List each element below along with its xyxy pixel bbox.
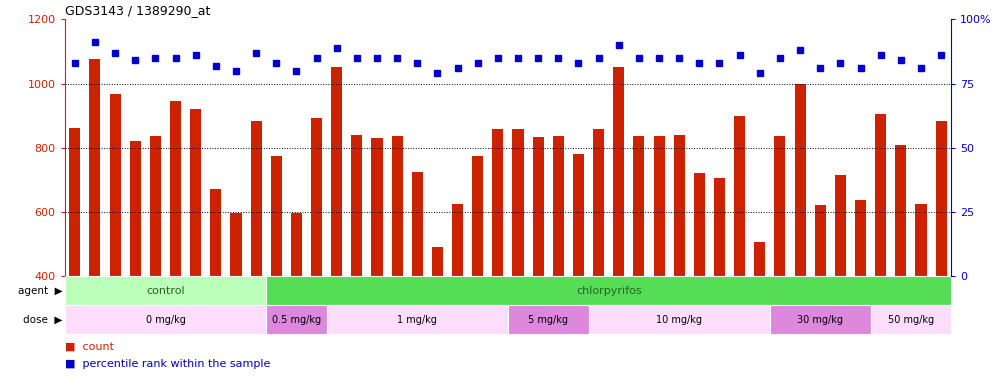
- Bar: [775, 136, 786, 276]
- Bar: [391, 136, 402, 276]
- Bar: [653, 136, 664, 276]
- Bar: [170, 101, 181, 276]
- Bar: [855, 200, 867, 276]
- Bar: [327, 305, 508, 334]
- Bar: [589, 305, 770, 334]
- Bar: [65, 305, 266, 334]
- Bar: [149, 136, 161, 276]
- Text: agent  ▶: agent ▶: [18, 286, 63, 296]
- Bar: [633, 136, 644, 276]
- Bar: [65, 276, 266, 305]
- Bar: [492, 129, 503, 276]
- Bar: [311, 118, 322, 276]
- Bar: [452, 204, 463, 276]
- Bar: [573, 154, 584, 276]
- Text: 1 mg/kg: 1 mg/kg: [397, 314, 437, 325]
- Bar: [291, 213, 302, 276]
- Bar: [210, 189, 221, 276]
- Bar: [70, 127, 81, 276]
- Text: ■  count: ■ count: [65, 342, 114, 352]
- Bar: [513, 129, 524, 276]
- Bar: [190, 109, 201, 276]
- Text: 5 mg/kg: 5 mg/kg: [528, 314, 569, 325]
- Bar: [673, 135, 684, 276]
- Bar: [472, 156, 483, 276]
- Text: 0 mg/kg: 0 mg/kg: [145, 314, 185, 325]
- Bar: [734, 116, 745, 276]
- Text: chlorpyrifos: chlorpyrifos: [576, 286, 641, 296]
- Text: control: control: [146, 286, 185, 296]
- Bar: [411, 172, 423, 276]
- Bar: [593, 129, 605, 276]
- Bar: [875, 114, 886, 276]
- Bar: [90, 60, 101, 276]
- Text: GDS3143 / 1389290_at: GDS3143 / 1389290_at: [65, 3, 210, 17]
- Text: ■  percentile rank within the sample: ■ percentile rank within the sample: [65, 359, 270, 369]
- Bar: [871, 305, 951, 334]
- Bar: [230, 213, 241, 276]
- Bar: [770, 305, 871, 334]
- Bar: [614, 68, 624, 276]
- Text: 30 mg/kg: 30 mg/kg: [797, 314, 844, 325]
- Bar: [266, 276, 951, 305]
- Bar: [895, 145, 906, 276]
- Bar: [935, 121, 946, 276]
- Bar: [915, 204, 926, 276]
- Text: dose  ▶: dose ▶: [23, 314, 63, 325]
- Bar: [815, 205, 826, 276]
- Bar: [372, 137, 382, 276]
- Bar: [835, 175, 846, 276]
- Bar: [553, 136, 564, 276]
- Bar: [432, 247, 443, 276]
- Bar: [795, 84, 806, 276]
- Text: 0.5 mg/kg: 0.5 mg/kg: [272, 314, 321, 325]
- Text: 50 mg/kg: 50 mg/kg: [887, 314, 934, 325]
- Bar: [533, 137, 544, 276]
- Text: 10 mg/kg: 10 mg/kg: [656, 314, 702, 325]
- Bar: [508, 305, 589, 334]
- Bar: [694, 172, 705, 276]
- Bar: [332, 68, 343, 276]
- Bar: [129, 141, 140, 276]
- Bar: [754, 242, 765, 276]
- Bar: [714, 178, 725, 276]
- Bar: [266, 305, 327, 334]
- Bar: [251, 121, 262, 276]
- Bar: [271, 156, 282, 276]
- Bar: [352, 135, 363, 276]
- Bar: [110, 94, 121, 276]
